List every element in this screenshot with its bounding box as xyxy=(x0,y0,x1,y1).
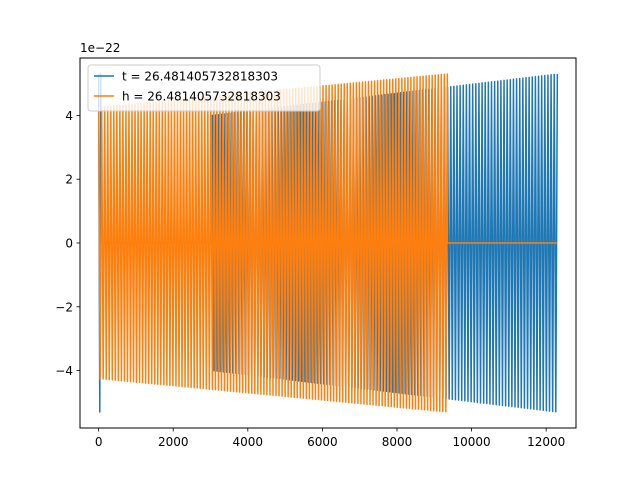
x-tick-label: 2000 xyxy=(158,435,189,449)
legend-label-1: h = 26.481405732818303 xyxy=(122,90,281,104)
y-axis: −4 −2 0 2 4 xyxy=(55,109,80,378)
legend-label-0: t = 26.481405732818303 xyxy=(122,70,278,84)
series-line-1 xyxy=(97,73,558,413)
x-tick-label: 4000 xyxy=(233,435,264,449)
y-offset-label: 1e−22 xyxy=(80,41,120,55)
x-tick-label: 6000 xyxy=(307,435,338,449)
legend: t = 26.481405732818303 h = 26.48140573281… xyxy=(87,64,321,112)
x-tick-label: 0 xyxy=(95,435,103,449)
y-tick-label: 2 xyxy=(65,173,73,187)
x-tick-label: 8000 xyxy=(382,435,413,449)
y-tick-label: 4 xyxy=(65,109,73,123)
y-tick-label: −2 xyxy=(55,300,73,314)
x-axis: 0 2000 4000 6000 8000 10000 12000 xyxy=(95,428,565,449)
y-tick-label: 0 xyxy=(65,237,73,251)
legend-box xyxy=(87,64,321,112)
x-tick-label: 10000 xyxy=(452,435,490,449)
y-tick-label: −4 xyxy=(55,364,73,378)
series-layer xyxy=(97,73,559,413)
x-tick-label: 12000 xyxy=(527,435,565,449)
